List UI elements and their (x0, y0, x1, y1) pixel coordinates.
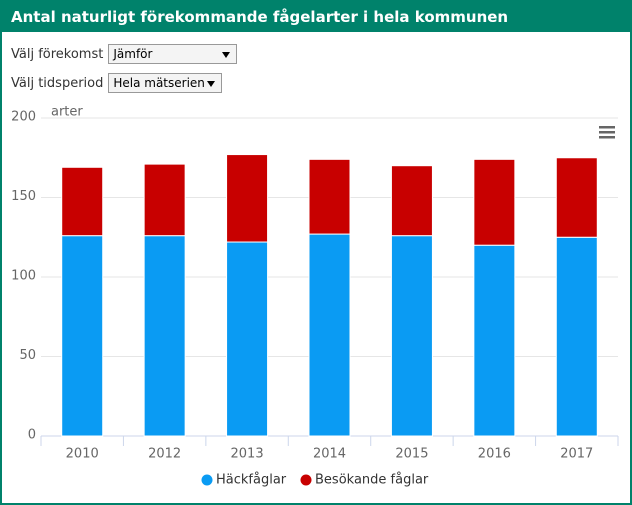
y-tick-label: 200 (11, 110, 36, 125)
bar-segment (308, 233, 351, 437)
bar-segment (473, 158, 516, 246)
x-tick-label: 2014 (313, 447, 346, 462)
x-tick-label: 2017 (560, 447, 593, 462)
control-label: Välj förekomst (11, 46, 104, 62)
bar-segment (143, 163, 186, 237)
bar-segment (226, 154, 269, 243)
bar-segment (555, 157, 598, 238)
y-tick-label: 50 (19, 348, 36, 363)
bar-segment (390, 165, 433, 237)
bar-segment (226, 241, 269, 437)
menu-icon[interactable] (599, 126, 615, 139)
x-tick-label: 2013 (231, 447, 264, 462)
bar-segment (143, 235, 186, 437)
bar-segment (61, 235, 104, 437)
x-tick-label: 2012 (148, 447, 181, 462)
bar-segment (473, 244, 516, 437)
bar-segment (308, 158, 351, 235)
dropdown[interactable]: Hela mätserien (108, 73, 223, 93)
bar-segment (390, 235, 433, 437)
x-tick-label: 2016 (478, 447, 511, 462)
legend-marker (300, 474, 312, 486)
legend-label: Häckfåglar (216, 473, 287, 488)
y-tick-label: 0 (28, 428, 36, 443)
y-tick-label: 150 (11, 189, 36, 204)
bar-segment (61, 166, 104, 237)
x-tick-label: 2015 (395, 447, 428, 462)
panel-title: Antal naturligt förekommande fågelarter … (2, 2, 630, 32)
legend-label: Besökande fåglar (315, 473, 429, 488)
control-row: Välj tidsperiod Hela mätserien (11, 73, 223, 93)
control-row: Välj förekomst Jämför (11, 44, 238, 64)
y-tick-label: 100 (11, 269, 36, 284)
legend-marker (201, 474, 213, 486)
bar-segment (555, 236, 598, 437)
y-axis-title: arter (51, 105, 83, 120)
control-label: Välj tidsperiod (11, 75, 104, 91)
dropdown[interactable]: Jämför (108, 44, 238, 64)
x-tick-label: 2010 (66, 447, 99, 462)
